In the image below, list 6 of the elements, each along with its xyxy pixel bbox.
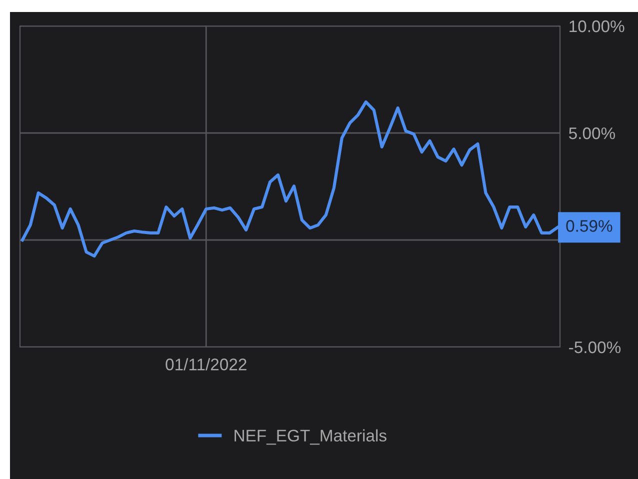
y-tick-label: 10.00% (570, 20, 624, 32)
y-tick-label: 5.00% (569, 127, 615, 140)
text: 0.59% (566, 220, 612, 232)
legend-label: NEF_EGT_Materials (234, 429, 386, 445)
y-tick-label: -5.00% (569, 341, 621, 354)
x-tick-label: 01/11/2022 (166, 358, 246, 370)
